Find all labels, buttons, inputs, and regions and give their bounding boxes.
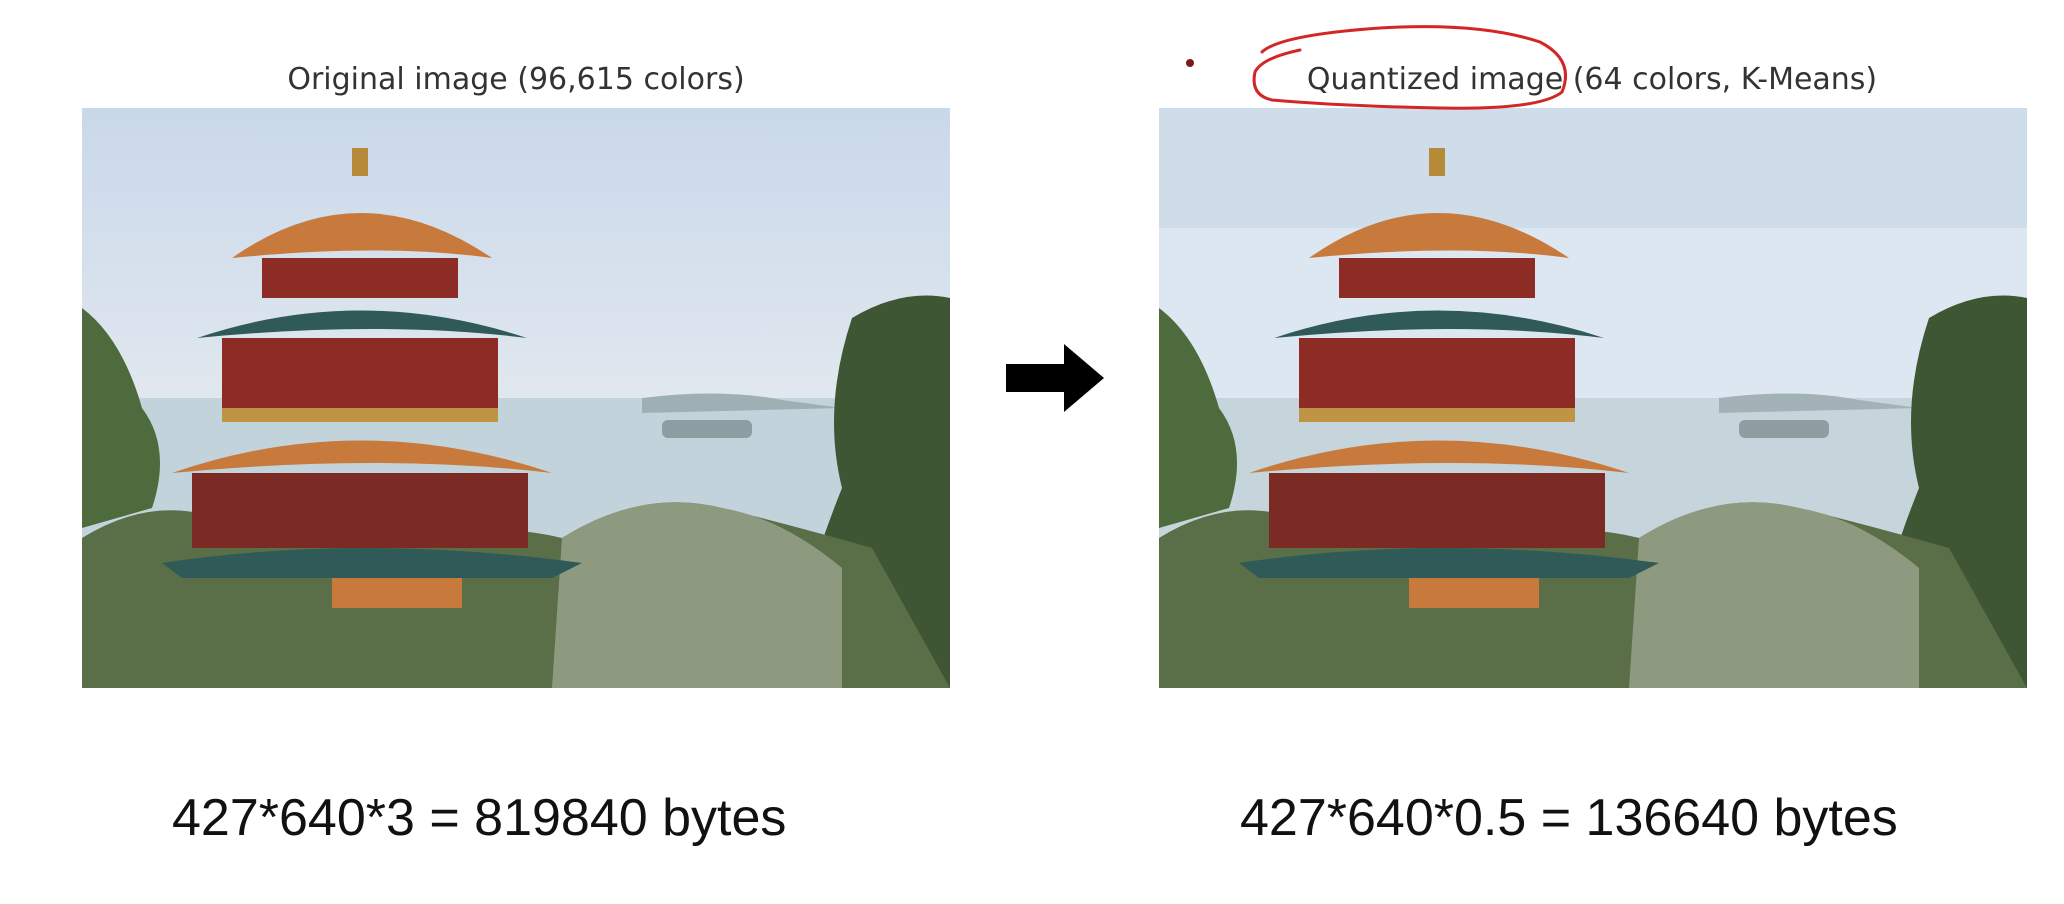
island xyxy=(1739,420,1829,438)
island xyxy=(662,420,752,438)
left-trees xyxy=(1159,308,1237,528)
quantized-pagoda-photo xyxy=(1159,108,2027,688)
quantized-size-equation: 427*640*0.5 = 136640 bytes xyxy=(1240,789,1898,847)
original-image-title: Original image (96,615 colors) xyxy=(287,62,745,97)
right-arrow-icon xyxy=(1006,344,1104,412)
far-shore xyxy=(1719,393,1919,413)
quantized-image-title: Quantized image (64 colors, K-Means) xyxy=(1306,62,1878,97)
pagoda xyxy=(1239,148,1659,608)
far-shore xyxy=(642,393,842,413)
original-pagoda-photo xyxy=(82,108,950,688)
original-size-equation: 427*640*3 = 819840 bytes xyxy=(172,789,787,847)
left-trees xyxy=(82,308,160,528)
pagoda xyxy=(162,148,582,608)
